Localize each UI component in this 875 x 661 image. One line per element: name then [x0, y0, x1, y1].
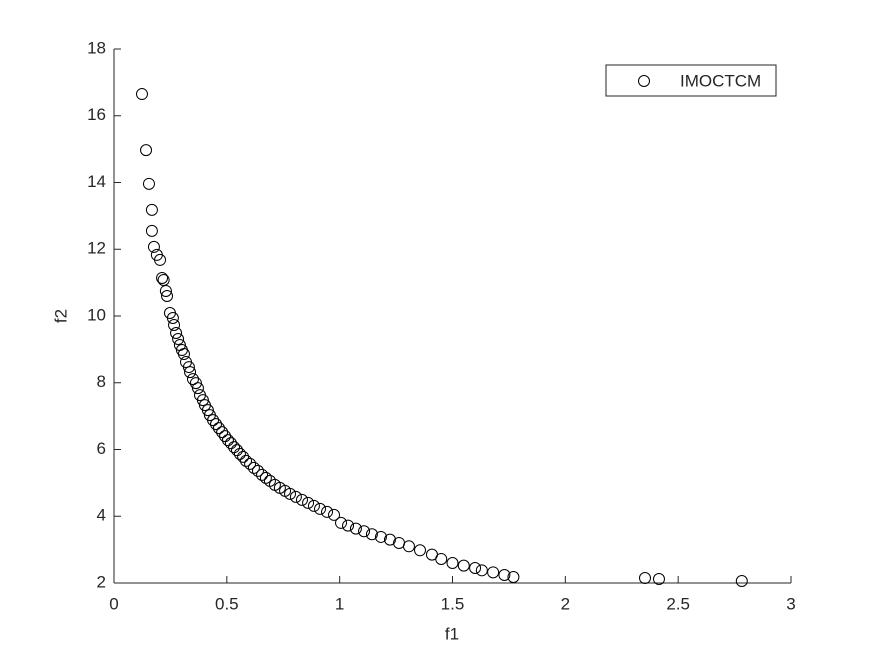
legend-box [605, 64, 777, 97]
point [314, 502, 327, 515]
point [145, 203, 158, 216]
point [168, 319, 181, 332]
point [233, 447, 246, 460]
point [735, 574, 748, 587]
point [307, 499, 320, 512]
point [142, 177, 155, 190]
x-axis-label: f1 [445, 624, 459, 643]
point [161, 289, 174, 302]
point [475, 564, 488, 577]
point [140, 144, 153, 157]
point [154, 253, 167, 266]
point [221, 434, 234, 447]
legend-label: IMOCTCM [680, 71, 761, 90]
y-axis-label: f2 [51, 309, 70, 323]
point [435, 552, 448, 565]
point [184, 366, 197, 379]
point [259, 471, 272, 484]
x-tick-label: 1.5 [441, 594, 465, 613]
point [191, 382, 204, 395]
y-tick-label: 6 [97, 439, 106, 458]
point [289, 490, 302, 503]
point [414, 544, 427, 557]
point [256, 468, 269, 481]
point [224, 437, 237, 450]
point [402, 540, 415, 553]
point [147, 240, 160, 253]
x-tick-label: 0.5 [215, 594, 239, 613]
point [207, 414, 220, 427]
point [177, 348, 190, 361]
x-tick-label: 2 [561, 594, 570, 613]
y-tick-label: 10 [87, 305, 106, 324]
point [365, 528, 378, 541]
point [295, 493, 308, 506]
point [507, 570, 520, 583]
point [247, 461, 260, 474]
point [135, 88, 148, 101]
point [487, 566, 500, 579]
point [172, 333, 185, 346]
point [393, 536, 406, 549]
point [358, 525, 371, 538]
y-tick-label: 8 [97, 372, 106, 391]
point [230, 444, 243, 457]
point [156, 271, 169, 284]
point [219, 430, 232, 443]
point [383, 533, 396, 546]
point [446, 556, 459, 569]
point [469, 561, 482, 574]
point [182, 361, 195, 374]
y-tick-label: 4 [97, 506, 106, 525]
point [244, 457, 257, 470]
point [284, 487, 297, 500]
point [237, 450, 250, 463]
point [216, 426, 229, 439]
point [328, 508, 341, 521]
point [196, 394, 209, 407]
point [145, 224, 158, 237]
point [251, 464, 264, 477]
point [321, 505, 334, 518]
point [638, 571, 651, 584]
point [189, 377, 202, 390]
point [159, 284, 172, 297]
y-tick-label: 14 [87, 172, 106, 191]
point [342, 519, 355, 532]
x-tick-label: 0 [109, 594, 118, 613]
x-tick-label: 3 [786, 594, 795, 613]
y-tick-label: 12 [87, 239, 106, 258]
point [652, 572, 665, 585]
point [374, 530, 387, 543]
point [186, 373, 199, 386]
x-tick-label: 2.5 [666, 594, 690, 613]
y-tick-label: 18 [87, 38, 106, 57]
point [349, 522, 362, 535]
point [240, 454, 253, 467]
point [212, 422, 225, 435]
legend-marker [638, 75, 650, 87]
point [210, 418, 223, 431]
point [335, 516, 348, 529]
y-tick-label: 16 [87, 105, 106, 124]
point [498, 568, 511, 581]
point [170, 327, 183, 340]
x-tick-label: 1 [335, 594, 344, 613]
point [166, 312, 179, 325]
point [302, 496, 315, 509]
y-tick-label: 2 [97, 572, 106, 591]
point [201, 404, 214, 417]
point [457, 559, 470, 572]
